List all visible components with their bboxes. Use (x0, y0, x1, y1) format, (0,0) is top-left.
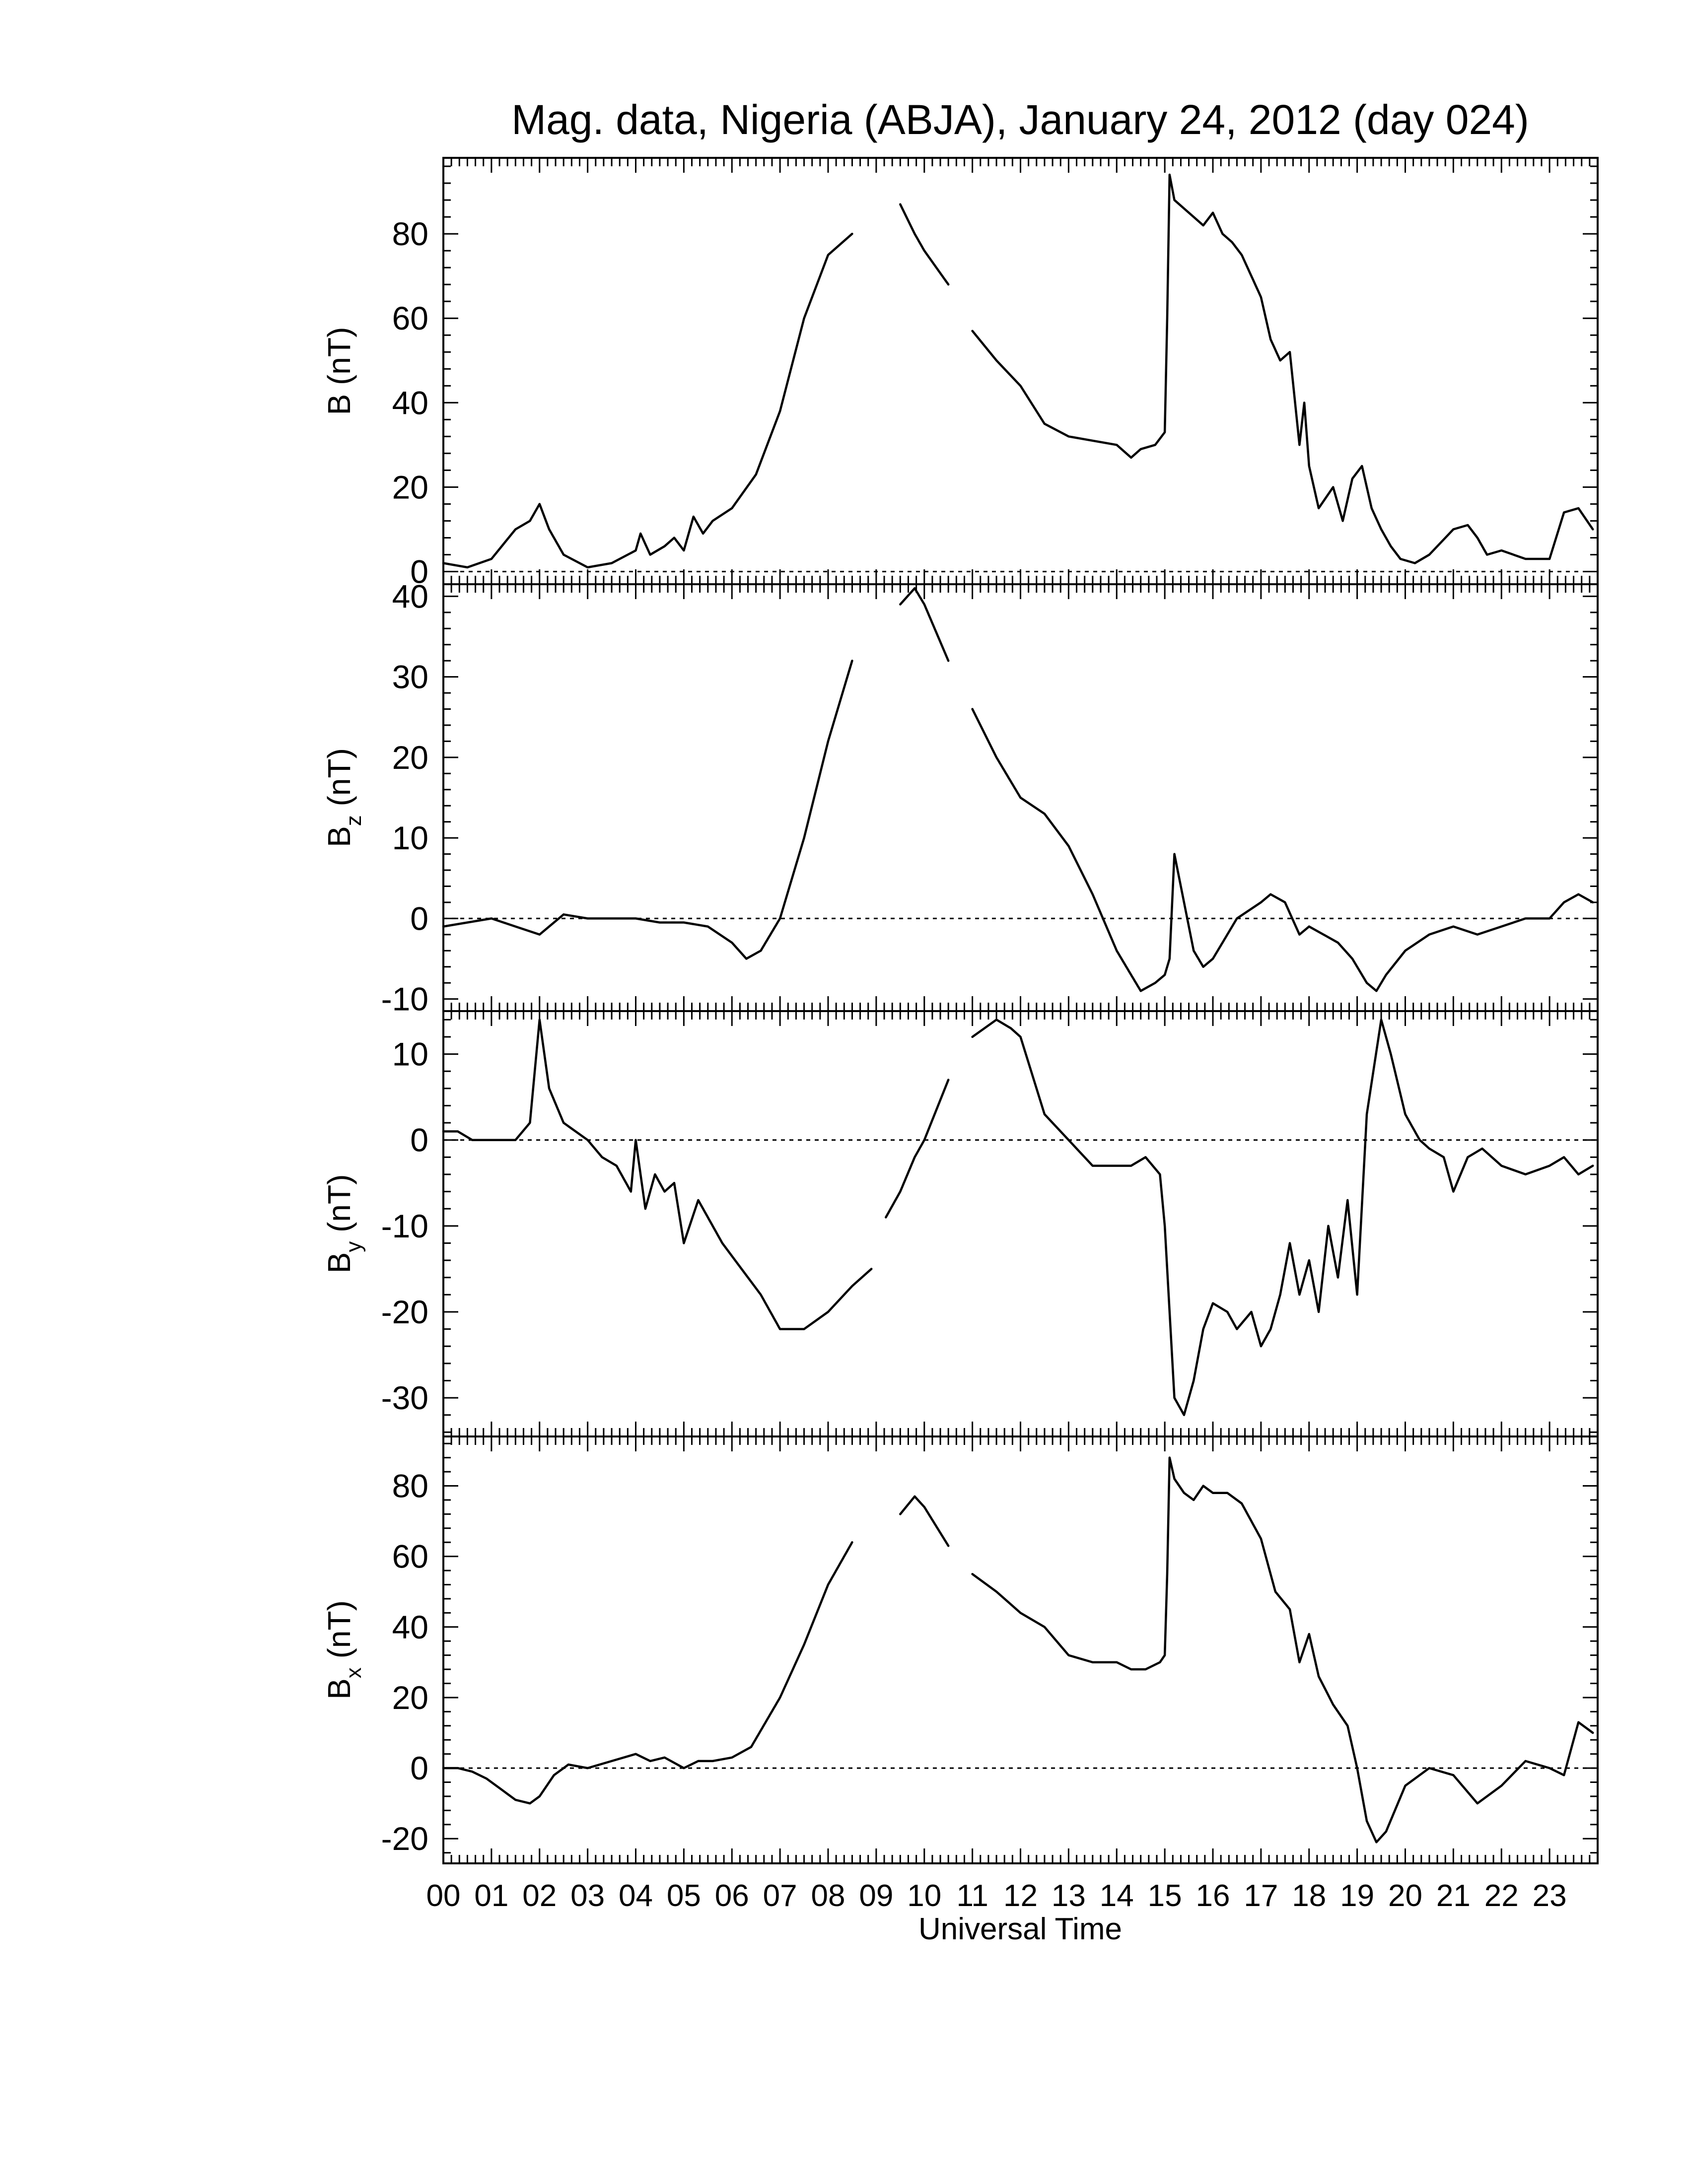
x-tick-label: 22 (1484, 1879, 1519, 1913)
series-line-Bz (442, 587, 1594, 992)
y-tick-label: 20 (392, 469, 428, 505)
x-tick-label: 01 (474, 1879, 508, 1913)
x-tick-label: 18 (1292, 1879, 1326, 1913)
y-axis-label: B (nT) (321, 327, 357, 415)
x-tick-label: 00 (426, 1879, 461, 1913)
panel-frame (442, 1010, 1599, 1437)
y-tick-label: 60 (392, 1538, 428, 1575)
x-tick-label: 05 (667, 1879, 701, 1913)
y-tick-label: -20 (381, 1294, 428, 1330)
y-tick-label: 0 (410, 553, 428, 590)
y-axis-label-main: B (321, 1252, 357, 1274)
panel-By: -30 -20 -10 0 10 By (nT) (321, 1010, 1599, 1437)
x-tick-label: 03 (570, 1879, 605, 1913)
x-tick-label: 17 (1244, 1879, 1278, 1913)
series-line-Bx (442, 1456, 1594, 1843)
x-tick-label: 09 (859, 1879, 893, 1913)
x-tick-labels: 00 01 02 03 04 05 06 07 08 09 10 11 12 13 14 15 16 17 18 19… (426, 1879, 1567, 1913)
y-axis-label: Bz (nT) (321, 748, 366, 847)
x-tick-label: 11 (956, 1879, 988, 1913)
panel-B: 0 20 40 60 80 B (nT) (321, 157, 1599, 590)
y-axis-label-subscript: y (342, 1241, 366, 1252)
series-line-B (442, 173, 1594, 569)
x-tick-label: 06 (715, 1879, 749, 1913)
x-tick-label: 16 (1196, 1879, 1230, 1913)
y-tick-label: 20 (392, 739, 428, 776)
x-tick-label: 08 (811, 1879, 845, 1913)
y-axis-label: By (nT) (321, 1174, 366, 1274)
x-axis-label: Universal Time (918, 1912, 1122, 1946)
panel-frame (442, 157, 1599, 585)
y-tick-label: 0 (410, 900, 428, 937)
x-tick-label: 14 (1100, 1879, 1134, 1913)
x-tick-label: 19 (1340, 1879, 1374, 1913)
y-axis-label: Bx (nT) (321, 1600, 366, 1700)
y-tick-label: 20 (392, 1679, 428, 1716)
x-tick-label: 12 (1003, 1879, 1038, 1913)
y-axis-label-main: B (321, 394, 357, 415)
y-tick-label: 30 (392, 659, 428, 695)
y-tick-label: -20 (381, 1820, 428, 1857)
y-axis-label-main: B (321, 1678, 357, 1700)
y-tick-label: 0 (410, 1122, 428, 1159)
x-tick-label: 23 (1533, 1879, 1567, 1913)
y-tick-label: 80 (392, 215, 428, 252)
y-tick-label: 40 (392, 578, 428, 614)
y-axis-label-unit: (nT) (321, 748, 357, 815)
x-tick-label: 10 (907, 1879, 941, 1913)
y-tick-label: 0 (410, 1750, 428, 1786)
panel-frame (442, 1435, 1599, 1864)
y-axis-label-main: B (321, 826, 357, 847)
series-line-By (442, 1019, 1594, 1416)
y-tick-label: -10 (381, 1208, 428, 1244)
x-tick-label: 15 (1148, 1879, 1182, 1913)
y-tick-label: 10 (392, 1036, 428, 1073)
y-tick-label: 40 (392, 384, 428, 421)
y-axis-label-unit: (nT) (321, 1174, 357, 1241)
y-axis-label-subscript: z (342, 815, 366, 826)
panel-Bx: -20 0 20 40 60 80 Bx (nT) (321, 1435, 1599, 1864)
y-axis-label-subscript: x (342, 1667, 366, 1678)
y-tick-label: 80 (392, 1468, 428, 1504)
y-tick-label: -30 (381, 1379, 428, 1416)
x-tick-label: 13 (1052, 1879, 1086, 1913)
chart-title: Mag. data, Nigeria (ABJA), January 24, 2… (511, 96, 1529, 143)
x-tick-label: 21 (1436, 1879, 1471, 1913)
y-axis-label-unit: (nT) (321, 1600, 357, 1667)
panel-Bz: -10 0 10 20 30 40 Bz (nT) (321, 578, 1599, 1018)
y-tick-label: -10 (381, 981, 428, 1018)
y-tick-label: 40 (392, 1609, 428, 1645)
x-tick-label: 20 (1388, 1879, 1422, 1913)
y-tick-label: 60 (392, 300, 428, 337)
x-tick-label: 07 (763, 1879, 797, 1913)
x-tick-label: 04 (619, 1879, 653, 1913)
panels: 0 20 40 60 80 B (nT) -10 0 10 20 30 40 Bz (nT) -30 -20… (321, 157, 1599, 1864)
y-tick-label: 10 (392, 819, 428, 856)
x-tick-label: 02 (522, 1879, 557, 1913)
y-axis-label-unit: (nT) (321, 327, 357, 394)
